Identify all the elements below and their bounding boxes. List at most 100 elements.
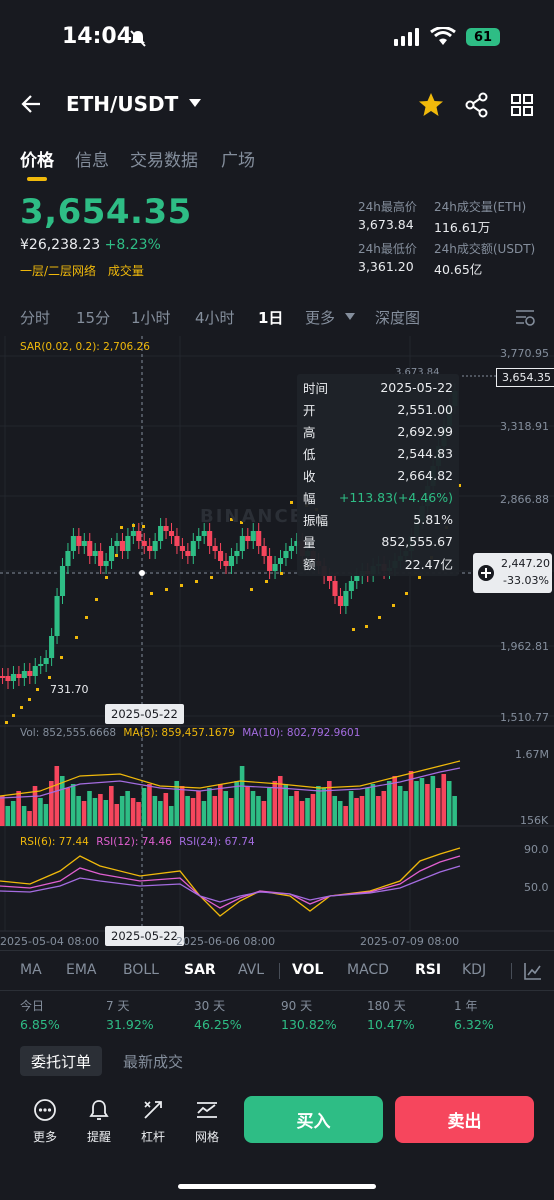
- pair-selector[interactable]: ETH/USDT: [66, 92, 178, 116]
- interval-15m[interactable]: 15分: [76, 309, 111, 327]
- candle: [201, 531, 207, 536]
- candle: [54, 596, 60, 636]
- ind-ma[interactable]: MA: [20, 962, 42, 978]
- candle: [327, 576, 333, 581]
- ind-ema[interactable]: EMA: [66, 962, 97, 978]
- more-label: 更多: [32, 1130, 57, 1144]
- add-alert-icon[interactable]: [477, 564, 495, 582]
- volume-bar: [250, 791, 256, 826]
- volume-bar: [114, 804, 120, 826]
- candle: [332, 581, 338, 596]
- sar-dot: [392, 604, 395, 607]
- rsi-axis-tick: 50.0: [524, 881, 549, 894]
- candle: [43, 658, 49, 664]
- tag-volume[interactable]: 成交量: [107, 264, 144, 278]
- stat-vol-eth: 116.61万: [434, 220, 491, 235]
- tooltip-row: 额 22.47亿: [303, 552, 453, 574]
- sar-dot: [75, 636, 78, 639]
- ind-macd[interactable]: MACD: [347, 962, 389, 978]
- volume-bar: [65, 788, 70, 826]
- tab-square[interactable]: 广场: [221, 151, 255, 171]
- volume-bar: [239, 766, 245, 826]
- volume-bar: [381, 791, 387, 826]
- stat-low: 3,361.20: [358, 259, 414, 274]
- interval-more[interactable]: 更多: [305, 309, 336, 327]
- buy-button[interactable]: 买入: [244, 1096, 383, 1143]
- ind-avl[interactable]: AVL: [238, 962, 265, 978]
- interval-1d[interactable]: 1日: [258, 309, 284, 327]
- grid-button[interactable]: 网格: [187, 1098, 227, 1145]
- candle: [76, 536, 82, 546]
- more-button[interactable]: 更多: [25, 1098, 65, 1145]
- candle: [152, 541, 158, 551]
- volume-bar: [299, 801, 305, 826]
- volume-bar: [452, 796, 457, 826]
- ind-kdj[interactable]: KDJ: [462, 962, 487, 978]
- low-mark: 731.70: [50, 683, 89, 696]
- volume-bar: [174, 781, 179, 826]
- more-caret-icon[interactable]: [345, 313, 355, 320]
- volume-bar: [316, 786, 321, 826]
- volume-bar: [190, 798, 196, 826]
- interval-4h[interactable]: 4小时: [195, 309, 235, 327]
- tab-trading-data[interactable]: 交易数据: [130, 151, 198, 171]
- back-arrow-icon[interactable]: [20, 92, 44, 116]
- star-icon[interactable]: [418, 92, 444, 118]
- price-change: +8.23%: [104, 237, 161, 253]
- tooltip-key: 额: [303, 556, 316, 572]
- tab-open-orders[interactable]: 委托订单: [20, 1046, 102, 1076]
- perf-label: 90 天: [281, 999, 313, 1013]
- share-icon[interactable]: [464, 92, 490, 118]
- sar-dot: [280, 572, 283, 575]
- chart-settings-icon[interactable]: [514, 307, 536, 327]
- volume-bar: [49, 781, 54, 826]
- volume-bar: [359, 796, 365, 826]
- sell-button[interactable]: 卖出: [395, 1096, 534, 1143]
- volume-bar: [158, 801, 163, 826]
- volume-bar: [337, 801, 343, 826]
- alert-button[interactable]: 提醒: [79, 1098, 119, 1145]
- candle: [283, 551, 289, 558]
- ind-sar[interactable]: SAR: [184, 962, 216, 978]
- volume-bar: [256, 796, 261, 826]
- volume-bar: [283, 784, 288, 826]
- tag-layer-network[interactable]: 一层/二层网络: [20, 264, 97, 278]
- tab-price[interactable]: 价格: [20, 151, 54, 171]
- grid-menu-icon[interactable]: [510, 93, 534, 117]
- rsi12-line: [0, 855, 461, 909]
- indicator-settings-icon[interactable]: [523, 961, 543, 981]
- tab-info[interactable]: 信息: [75, 151, 109, 171]
- tooltip-key: 收: [303, 468, 316, 484]
- interval-line[interactable]: 分时: [20, 309, 51, 327]
- cross-price: 2,447.20: [501, 557, 550, 570]
- divider: [0, 990, 554, 991]
- cross-price-tag: 2,447.20 -33.03%: [473, 553, 552, 593]
- ind-boll[interactable]: BOLL: [123, 962, 159, 978]
- high-mark: 3,673.84: [395, 367, 440, 378]
- stat-high-label: 24h最高价: [358, 200, 417, 214]
- tab-latest-trades[interactable]: 最新成交: [123, 1053, 184, 1071]
- sar-dot: [20, 706, 23, 709]
- interval-depth[interactable]: 深度图: [375, 309, 421, 327]
- rsi24-label: RSI(24): 67.74: [179, 836, 255, 848]
- date-axis-tick: 2025-05-04 08:00: [0, 935, 100, 948]
- volume-bar: [147, 784, 152, 826]
- volume-bar: [5, 806, 11, 826]
- tooltip-key: 高: [303, 424, 316, 440]
- leverage-button[interactable]: 杠杆: [133, 1098, 173, 1145]
- rsi-legend: RSI(6): 77.44 RSI(12): 74.46 RSI(24): 67…: [20, 836, 255, 848]
- ind-rsi[interactable]: RSI: [415, 962, 442, 978]
- interval-1h[interactable]: 1小时: [131, 309, 171, 327]
- candle: [163, 526, 169, 531]
- tooltip-row: 振幅 5.81%: [303, 508, 453, 530]
- volume-bar: [403, 791, 408, 826]
- candle: [98, 551, 104, 566]
- volume-bar: [446, 781, 452, 826]
- perf-label: 今日: [20, 999, 45, 1013]
- ma5-line: [0, 760, 461, 797]
- kline-chart[interactable]: [0, 336, 554, 950]
- rsi6-line: [0, 847, 461, 917]
- caret-down-icon[interactable]: [188, 98, 202, 108]
- price-axis-tick: 2,866.88: [500, 493, 549, 506]
- ind-vol[interactable]: VOL: [292, 962, 324, 978]
